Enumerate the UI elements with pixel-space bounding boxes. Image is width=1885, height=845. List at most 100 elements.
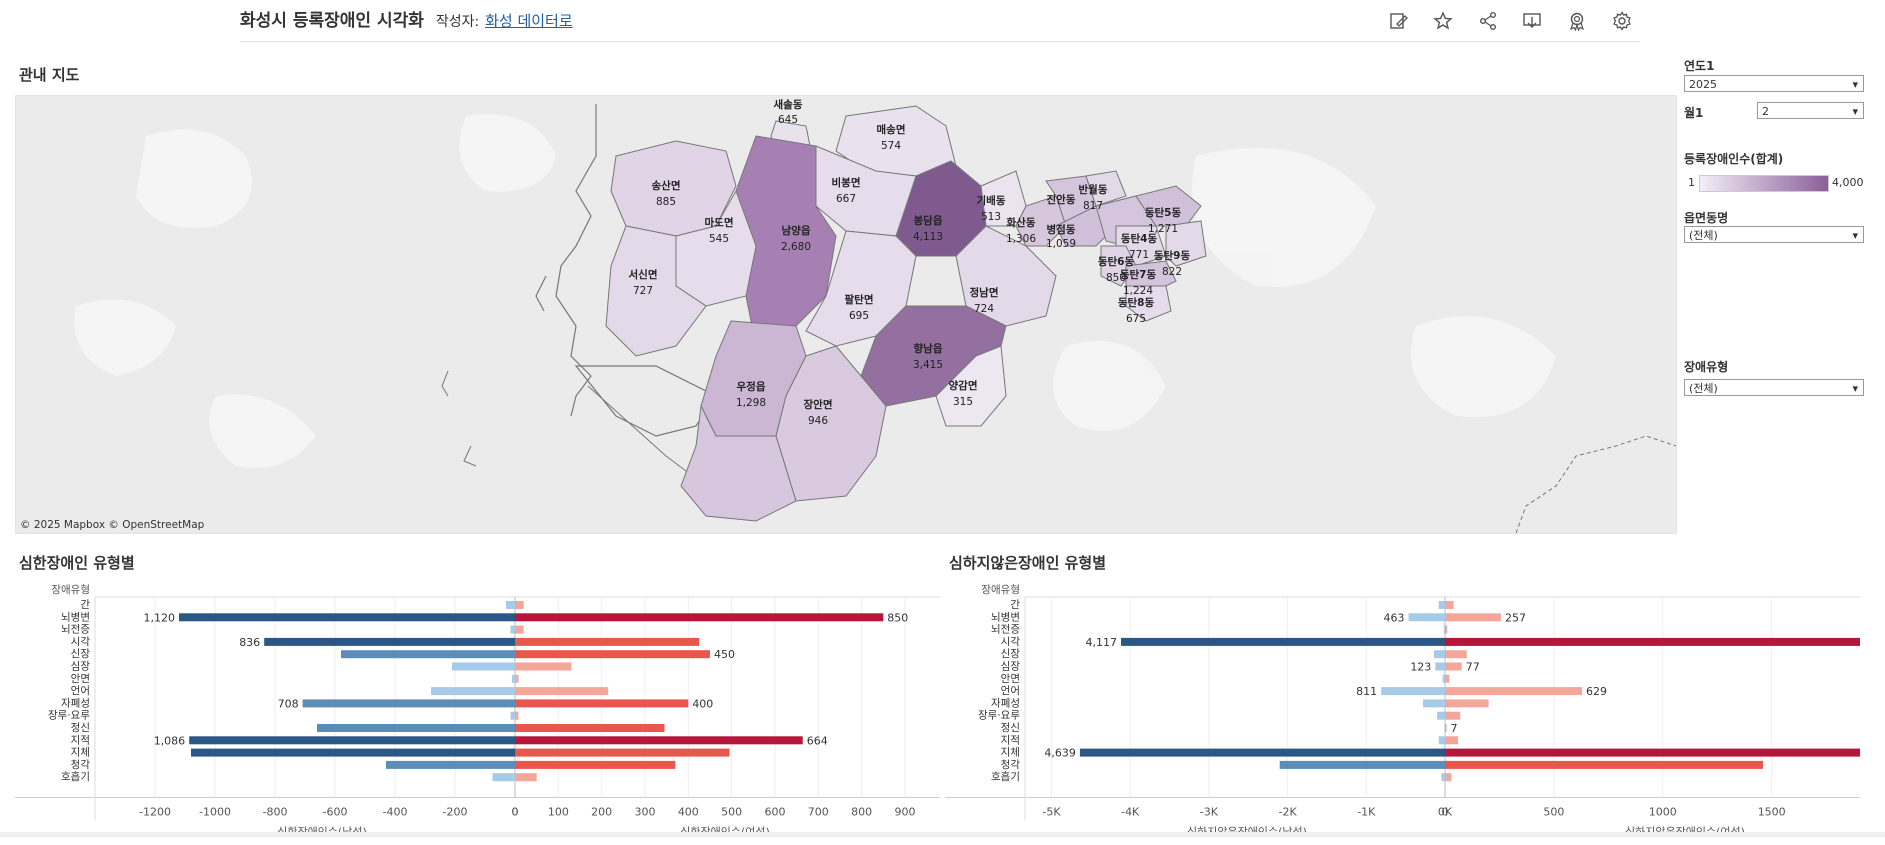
x-tick-label: 600 — [764, 806, 785, 819]
label-dongtan5-value: 1,271 — [1148, 223, 1178, 235]
color-legend-bar — [1699, 175, 1829, 192]
category-label: 간 — [80, 599, 90, 611]
data-label-male: 811 — [1356, 685, 1377, 698]
bar-male — [512, 674, 515, 683]
label-banwol-name: 반월동 — [1079, 183, 1108, 196]
x-tick-label: -4K — [1121, 806, 1140, 819]
bar-female — [1445, 601, 1454, 609]
x-tick-label: -200 — [443, 806, 468, 819]
label-dongtan5-name: 동탄5동 — [1145, 206, 1182, 219]
badge-icon[interactable] — [1564, 8, 1590, 34]
label-dongtan4-name: 동탄4동 — [1121, 232, 1158, 245]
category-label: 간 — [1010, 599, 1020, 611]
author-link[interactable]: 화성 데이터로 — [485, 12, 573, 30]
category-label: 정신 — [1001, 722, 1020, 734]
region-dongtan5 — [1135, 185, 1202, 227]
category-label: 신장 — [71, 648, 91, 660]
dong-select[interactable]: (전체) — [1684, 226, 1864, 244]
label-gibae-value: 513 — [981, 211, 1001, 223]
bar-female — [515, 724, 665, 732]
x-tick-label: -3K — [1200, 806, 1219, 819]
chart-mild-title: 심하지않은장애인 유형별 — [949, 554, 1107, 572]
label-dongtan7-name: 동탄7동 — [1120, 268, 1157, 281]
bar-male — [1408, 613, 1445, 622]
x-tick-label: -1200 — [139, 806, 171, 819]
data-label-female: 629 — [1586, 685, 1607, 698]
chart-severe-title: 심한장애인 유형별 — [19, 554, 135, 572]
label-mado-value: 545 — [709, 233, 729, 245]
bar-female — [1445, 625, 1448, 634]
month-filter-label: 월1 — [1684, 106, 1704, 120]
bar-female — [1445, 650, 1467, 659]
star-icon[interactable] — [1430, 8, 1456, 34]
bar-male — [1422, 699, 1445, 708]
region-south — [680, 404, 797, 522]
label-seosin-value: 727 — [633, 285, 653, 297]
label-saesol-name: 새솔동 — [774, 98, 803, 111]
label-maesong-value: 574 — [881, 140, 901, 152]
bar-male — [452, 662, 515, 671]
bar-male — [1433, 650, 1445, 659]
label-songsan-value: 885 — [656, 196, 676, 208]
x-tick-label: 100 — [548, 806, 569, 819]
category-label: 뇌전증 — [61, 624, 90, 636]
label-jangan-value: 946 — [808, 415, 828, 427]
category-label: 뇌전증 — [991, 624, 1020, 636]
bar-male — [1441, 773, 1445, 782]
label-jinan-name: 진안동 — [1047, 193, 1076, 206]
category-label: 안면 — [71, 673, 90, 685]
x-tick-label: 700 — [808, 806, 829, 819]
bar-male — [1438, 601, 1445, 609]
row-header: 장애유형 — [51, 584, 90, 596]
label-dongtan9-name: 동탄9동 — [1154, 249, 1191, 262]
category-label: 시각 — [71, 636, 91, 648]
map-canvas[interactable]: 새솔동 645 매송면 574 송산면 885 비봉면 667 남양읍 2,68… — [16, 96, 1676, 533]
bar-female — [1445, 674, 1450, 683]
bar-female — [515, 711, 519, 720]
download-icon[interactable] — [1519, 8, 1545, 34]
category-label: 뇌병변 — [991, 611, 1020, 623]
label-dongtan6-value: 850 — [1106, 272, 1126, 284]
x-tick-label: -1000 — [199, 806, 231, 819]
data-label-female: 850 — [887, 611, 908, 624]
bar-male — [341, 650, 515, 659]
header-divider — [240, 41, 1640, 42]
year-select[interactable]: 2025 — [1684, 75, 1864, 93]
x-tick-label: 0 — [512, 806, 519, 819]
category-label: 시각 — [1001, 636, 1021, 648]
edit-icon[interactable] — [1385, 8, 1411, 34]
map-title: 관내 지도 — [19, 66, 80, 84]
bar-male — [191, 748, 515, 757]
month-select[interactable]: 2 — [1757, 102, 1864, 120]
data-label-female: 664 — [807, 734, 828, 747]
data-label-male: 4,639 — [1044, 747, 1076, 760]
x-tick-label: -600 — [323, 806, 348, 819]
bar-female — [515, 748, 730, 757]
label-yanggam-name: 양감면 — [949, 379, 978, 392]
x-tick-label: 0 — [512, 806, 519, 819]
type-select[interactable]: (전체) — [1684, 379, 1864, 397]
data-label-female: 400 — [692, 697, 713, 710]
category-label: 뇌병변 — [61, 611, 90, 623]
bar-female — [515, 662, 572, 671]
map-panel[interactable]: 새솔동 645 매송면 574 송산면 885 비봉면 667 남양읍 2,68… — [15, 95, 1677, 534]
bar-female — [1445, 711, 1461, 720]
x-tick-label: 300 — [634, 806, 655, 819]
x-tick-label: -800 — [263, 806, 288, 819]
bar-female — [1445, 699, 1489, 708]
category-label: 청각 — [1001, 759, 1021, 771]
label-bibong-name: 비봉면 — [832, 176, 861, 189]
label-jangan-name: 장안면 — [804, 398, 833, 411]
dashboard-header: 화성시 등록장애인 시각화 작성자: 화성 데이터로 — [240, 6, 573, 31]
x-tick-label: 0 — [1442, 806, 1449, 819]
gear-icon[interactable] — [1609, 8, 1635, 34]
label-ujeong-name: 우정읍 — [737, 380, 766, 393]
bar-male — [1438, 736, 1445, 745]
share-icon[interactable] — [1475, 8, 1501, 34]
label-hwasan-value: 1,306 — [1006, 233, 1036, 245]
label-hyangnam-value: 3,415 — [913, 359, 943, 371]
category-label: 언어 — [71, 685, 90, 697]
bar-male — [1435, 662, 1445, 671]
category-label: 정신 — [71, 722, 90, 734]
